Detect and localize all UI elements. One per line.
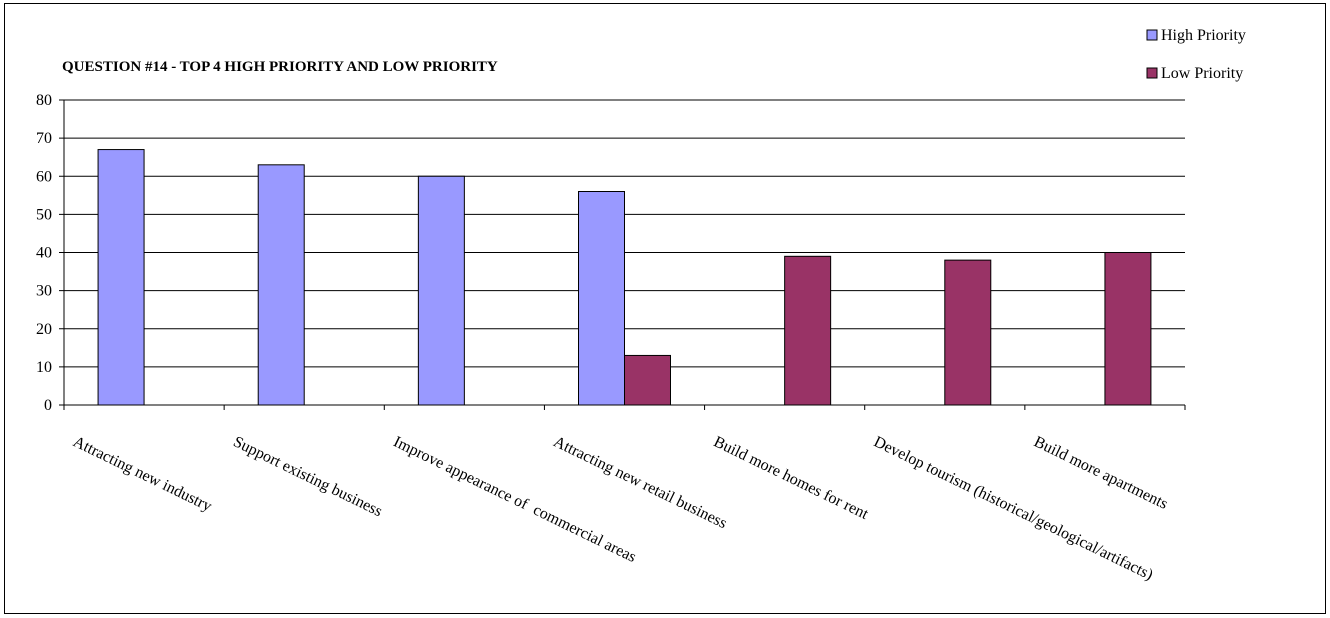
y-tick-label: 50 (36, 206, 52, 223)
bar-high-priority (417, 175, 465, 406)
y-tick-label: 20 (36, 321, 52, 338)
x-axis-labels: Attracting new industry Support existing … (70, 433, 1170, 583)
legend-swatch (1146, 67, 1158, 79)
chart-title: QUESTION #14 - TOP 4 HIGH PRIORITY AND L… (62, 59, 498, 75)
bar-high-priority (97, 149, 145, 406)
legend-swatch (1146, 29, 1158, 41)
x-category-label: Develop tourism (historical/geological/a… (871, 433, 1156, 583)
axes (59, 99, 1186, 410)
x-category-label: Attracting new retail business (551, 433, 730, 532)
bar-high-priority (257, 164, 305, 406)
y-tick-label: 0 (44, 397, 52, 414)
x-category-label: Build more apartments (1031, 433, 1170, 513)
bar-low-priority (944, 259, 992, 406)
y-tick-label: 10 (36, 359, 52, 376)
legend-label: Low Priority (1161, 65, 1243, 82)
bar-low-priority (784, 255, 832, 406)
y-axis-ticks: 0 10 20 30 40 50 60 70 80 (36, 92, 52, 414)
y-tick-label: 80 (36, 92, 52, 109)
y-tick-label: 60 (36, 168, 52, 185)
x-category-label: Attracting new industry (70, 433, 214, 515)
y-tick-label: 30 (36, 283, 52, 300)
legend-label: High Priority (1161, 27, 1246, 44)
bar-low-priority (624, 354, 671, 406)
bar-low-priority (1104, 252, 1152, 406)
y-tick-label: 70 (36, 130, 52, 147)
x-category-label: Improve appearance of commercial areas (391, 433, 639, 566)
y-tick-label: 40 (36, 245, 52, 262)
x-category-label: Support existing business (230, 433, 384, 520)
x-category-label: Build more homes for rent (711, 433, 872, 523)
bars (97, 149, 1152, 406)
legend: High Priority Low Priority (1146, 27, 1246, 82)
bar-high-priority (578, 191, 625, 406)
